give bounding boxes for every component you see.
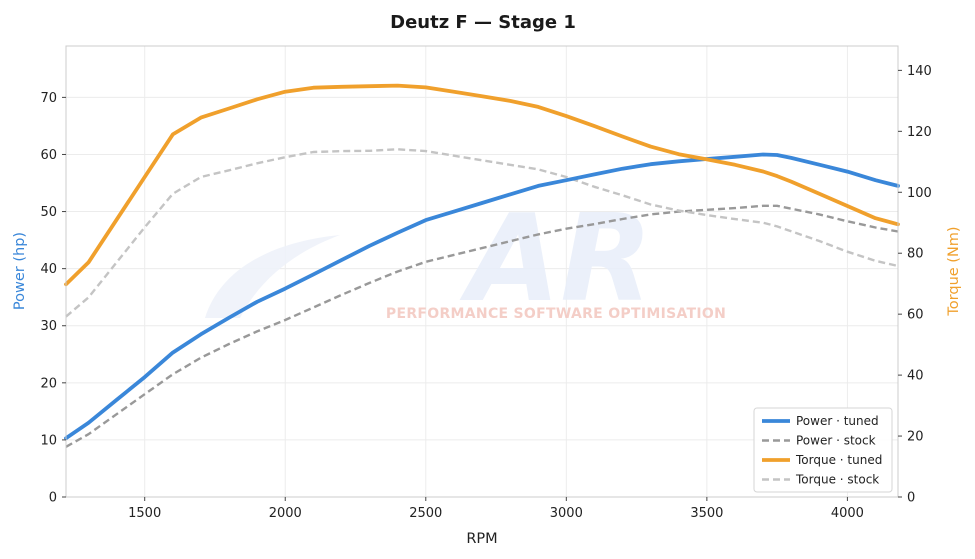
plot-frame	[65, 45, 899, 498]
left-y-tick-label: 20	[40, 376, 57, 391]
watermark-tagline: PERFORMANCE SOFTWARE OPTIMISATION	[386, 306, 726, 322]
left-y-tick-label: 10	[40, 433, 57, 448]
legend-label: Power · stock	[796, 434, 876, 448]
legend: Power · tuned Power · stock Torque · tuned…	[753, 407, 893, 493]
left-y-tick-label: 50	[40, 205, 57, 220]
series-line-torque-stock	[65, 148, 899, 318]
left-y-axis: 0 10 20 30 40 50 60 70	[40, 91, 66, 506]
series-line-power-tuned	[64, 152, 900, 441]
series-line-power-stock	[65, 204, 899, 448]
x-tick-label: 2000	[269, 506, 302, 521]
left-y-tick-label: 40	[40, 262, 57, 277]
right-y-tick-label: 40	[907, 369, 924, 384]
right-y-tick-label: 140	[907, 64, 932, 79]
left-y-tick-label: 60	[40, 148, 57, 163]
right-y-tick-label: 0	[907, 491, 915, 506]
left-y-axis-label: Power (hp)	[12, 232, 28, 310]
x-axis: 1500 2000 2500 3000 3500 4000	[128, 497, 864, 521]
x-tick-label: 2500	[409, 506, 442, 521]
x-tick-label: 3000	[550, 506, 583, 521]
right-y-tick-label: 120	[907, 125, 932, 140]
x-tick-label: 4000	[831, 506, 864, 521]
series-line-torque-tuned	[64, 83, 900, 287]
right-y-tick-label: 60	[907, 308, 924, 323]
legend-label: Torque · tuned	[795, 453, 882, 467]
x-axis-label: RPM	[466, 531, 497, 547]
legend-label: Torque · stock	[795, 473, 879, 487]
watermark-swoosh	[205, 235, 340, 318]
left-y-tick-label: 30	[40, 319, 57, 334]
left-y-tick-label: 0	[49, 491, 57, 506]
series-lines	[64, 83, 900, 448]
x-tick-label: 3500	[690, 506, 723, 521]
watermark-logo-text: AR	[459, 190, 652, 329]
right-y-axis: 0 20 40 60 80 100 120 140	[898, 64, 932, 506]
right-y-tick-label: 20	[907, 430, 924, 445]
left-y-tick-label: 70	[40, 91, 57, 106]
x-tick-label: 1500	[128, 506, 161, 521]
right-y-axis-label: Torque (Nm)	[946, 226, 962, 316]
legend-box	[753, 407, 893, 493]
right-y-tick-label: 80	[907, 247, 924, 262]
legend-label: Power · tuned	[796, 414, 879, 428]
right-y-tick-label: 100	[907, 186, 932, 201]
watermark-logo: AR PERFORMANCE SOFTWARE OPTIMISATION	[205, 190, 726, 329]
chart-title: Deutz F — Stage 1	[390, 12, 576, 33]
